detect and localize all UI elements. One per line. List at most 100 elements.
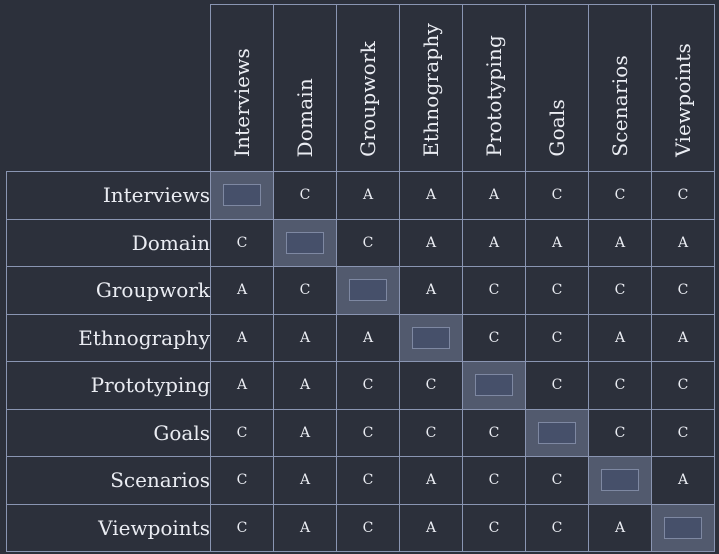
column-header-viewpoints: Viewpoints: [651, 4, 715, 172]
matrix-cell: A: [525, 218, 589, 267]
matrix-cell: C: [336, 361, 400, 410]
column-label: Ethnography: [419, 23, 443, 157]
matrix-cell: C: [588, 171, 652, 220]
column-header-scenarios: Scenarios: [588, 4, 652, 172]
corner-cell: [7, 5, 211, 172]
matrix-row: Prototyping A A C C C C C: [6, 361, 715, 410]
matrix-cell: A: [462, 218, 526, 267]
matrix-row: Viewpoints C A C A C C A: [6, 503, 715, 552]
diagonal-cell: [462, 361, 526, 410]
matrix-cell: C: [273, 266, 337, 315]
matrix-cell: C: [651, 361, 715, 410]
row-label: Prototyping: [6, 361, 211, 410]
row-label: Scenarios: [6, 456, 211, 505]
diagonal-cell: [273, 218, 337, 267]
matrix-cell: A: [273, 456, 337, 505]
matrix-cell: A: [588, 218, 652, 267]
matrix-cell: C: [399, 408, 463, 457]
matrix-cell: A: [651, 313, 715, 362]
matrix-cell: C: [525, 503, 589, 552]
matrix-cell: A: [210, 313, 274, 362]
matrix-cell: C: [588, 361, 652, 410]
comparison-matrix: Interviews Domain Groupwork Ethnography …: [6, 4, 715, 552]
column-header-goals: Goals: [525, 4, 589, 172]
matrix-cell: A: [399, 218, 463, 267]
column-label: Domain: [293, 77, 317, 157]
column-label: Interviews: [230, 47, 254, 157]
matrix-row: Scenarios C A C A C C A: [6, 456, 715, 505]
matrix-cell: C: [210, 218, 274, 267]
column-header-domain: Domain: [273, 4, 337, 172]
column-header-groupwork: Groupwork: [336, 4, 400, 172]
diagonal-marker: [664, 516, 702, 539]
column-header-prototyping: Prototyping: [462, 4, 526, 172]
matrix-cell: C: [651, 266, 715, 315]
row-label: Groupwork: [6, 266, 211, 315]
matrix-row: Interviews C A A A C C C: [6, 171, 715, 220]
diagonal-marker: [538, 421, 576, 444]
matrix-cell: C: [399, 361, 463, 410]
column-label: Scenarios: [608, 55, 632, 157]
matrix-row: Goals C A C C C C C: [6, 408, 715, 457]
matrix-cell: C: [462, 408, 526, 457]
matrix-cell: A: [336, 171, 400, 220]
matrix-cell: A: [273, 408, 337, 457]
matrix-cell: A: [399, 456, 463, 505]
column-label: Goals: [545, 99, 569, 157]
diagonal-cell: [210, 171, 274, 220]
matrix-cell: C: [210, 503, 274, 552]
diagonal-cell: [651, 503, 715, 552]
row-label: Domain: [6, 218, 211, 267]
column-header-interviews: Interviews: [210, 4, 274, 172]
matrix-cell: C: [462, 503, 526, 552]
matrix-cell: C: [651, 408, 715, 457]
matrix-cell: A: [651, 218, 715, 267]
diagonal-cell: [525, 408, 589, 457]
matrix-cell: A: [462, 171, 526, 220]
matrix-cell: C: [462, 266, 526, 315]
matrix-cell: C: [525, 361, 589, 410]
matrix-cell: A: [399, 171, 463, 220]
matrix-cell: A: [588, 503, 652, 552]
diagonal-cell: [336, 266, 400, 315]
matrix-cell: C: [462, 313, 526, 362]
column-label: Prototyping: [482, 35, 506, 157]
matrix-cell: C: [336, 456, 400, 505]
diagonal-marker: [601, 469, 639, 492]
diagonal-marker: [412, 326, 450, 349]
matrix-cell: C: [525, 171, 589, 220]
matrix-cell: C: [273, 171, 337, 220]
matrix-cell: C: [525, 313, 589, 362]
matrix-cell: A: [651, 456, 715, 505]
matrix-cell: C: [525, 266, 589, 315]
matrix-row: Groupwork A C A C C C C: [6, 266, 715, 315]
matrix-cell: C: [336, 408, 400, 457]
matrix-cell: A: [273, 361, 337, 410]
matrix-cell: C: [525, 456, 589, 505]
matrix-cell: A: [336, 313, 400, 362]
matrix-cell: C: [462, 456, 526, 505]
diagonal-marker: [475, 374, 513, 397]
diagonal-marker: [349, 279, 387, 302]
matrix-cell: C: [588, 266, 652, 315]
column-header-ethnography: Ethnography: [399, 4, 463, 172]
diagonal-marker: [223, 184, 261, 207]
column-label: Viewpoints: [671, 43, 695, 157]
matrix-cell: C: [336, 218, 400, 267]
matrix-cell: C: [210, 408, 274, 457]
diagonal-cell: [588, 456, 652, 505]
matrix-cell: A: [210, 361, 274, 410]
matrix-row: Domain C C A A A A A: [6, 218, 715, 267]
row-label: Ethnography: [6, 313, 211, 362]
matrix-cell: C: [336, 503, 400, 552]
diagonal-marker: [286, 231, 324, 254]
matrix-cell: C: [210, 456, 274, 505]
matrix-cell: A: [210, 266, 274, 315]
matrix-cell: C: [588, 408, 652, 457]
matrix-cell: C: [651, 171, 715, 220]
matrix-body: Interviews C A A A C C C Domain C C A A A A A Groupwork A…: [6, 171, 715, 552]
row-label: Viewpoints: [6, 503, 211, 552]
column-label: Groupwork: [356, 41, 380, 157]
matrix-cell: A: [588, 313, 652, 362]
row-label: Interviews: [6, 171, 211, 220]
